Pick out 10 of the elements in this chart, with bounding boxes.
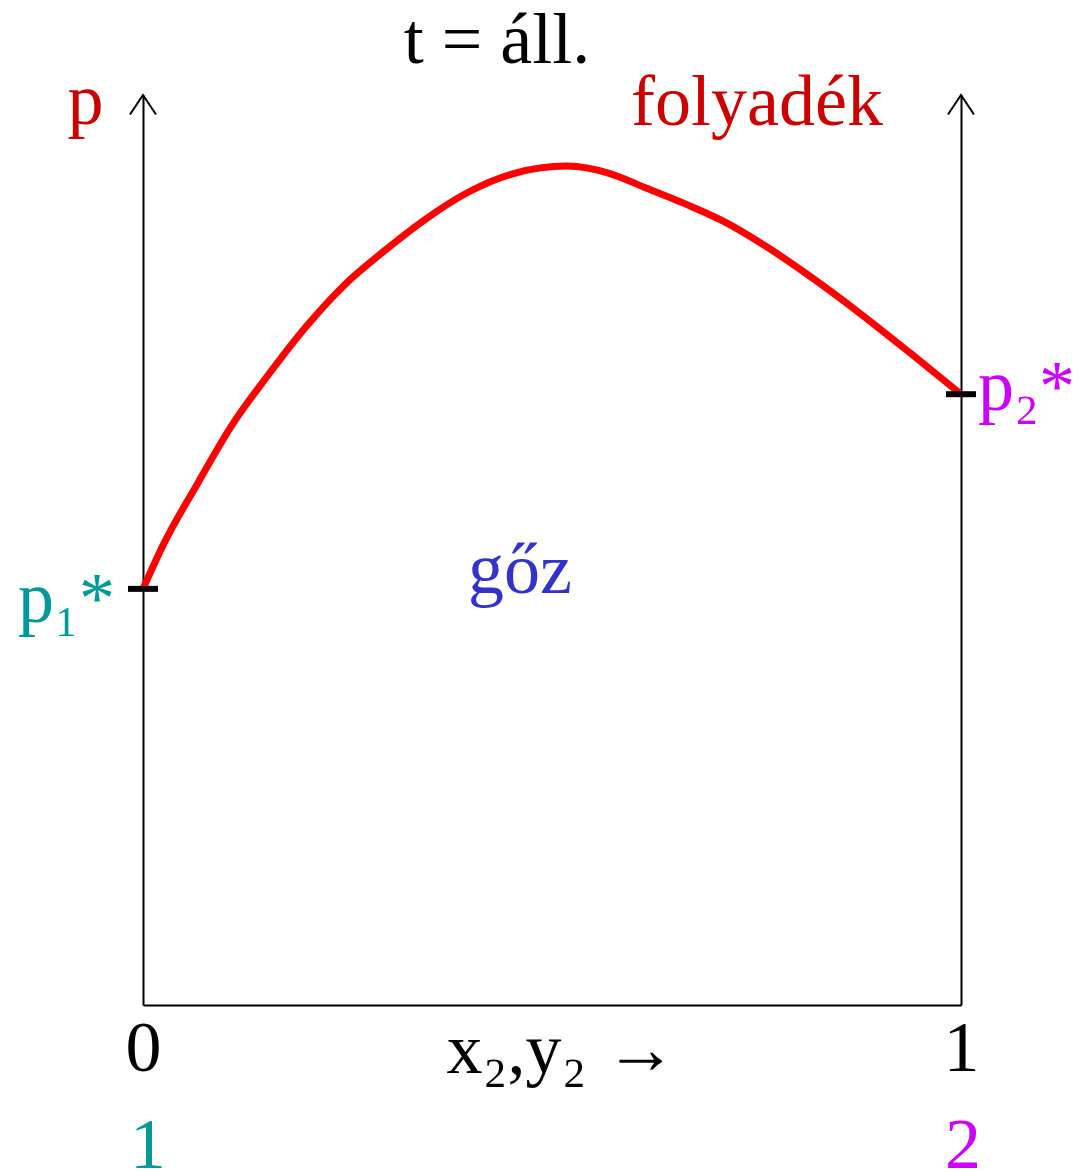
chart-title: t = áll.	[403, 0, 591, 79]
y-axis-title: p	[67, 59, 104, 140]
annotation: gőz	[468, 529, 572, 609]
text: 2	[945, 1104, 981, 1172]
annotation: p₂*	[978, 346, 1076, 427]
x-tick-label: 0	[125, 1006, 162, 1087]
x-axis-title: x₂,y₂ →	[446, 1008, 677, 1089]
text: folyadék	[631, 61, 883, 141]
text: 1	[130, 1104, 166, 1172]
annotation: p₁*	[17, 557, 115, 638]
